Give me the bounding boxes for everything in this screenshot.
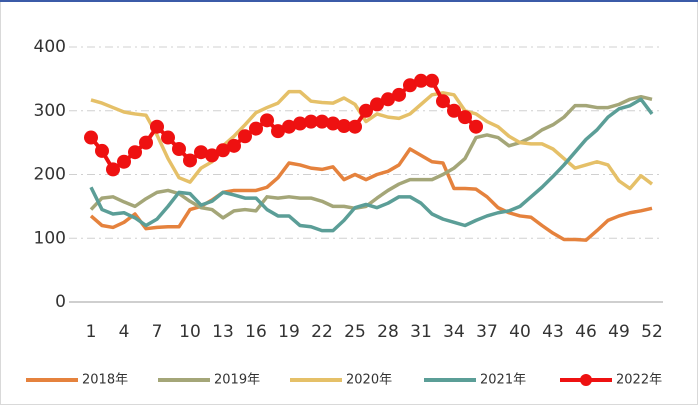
data-point	[84, 130, 98, 145]
data-point	[315, 114, 329, 129]
data-point	[139, 135, 153, 150]
x-tick-label: 7	[152, 322, 163, 342]
data-point	[381, 92, 395, 107]
x-tick-label: 46	[575, 322, 597, 342]
data-point	[172, 142, 186, 156]
x-tick-label: 31	[410, 322, 432, 342]
data-point	[238, 129, 252, 144]
data-point	[469, 119, 483, 134]
data-point	[403, 78, 417, 93]
data-point	[425, 73, 439, 88]
data-point	[370, 97, 384, 112]
data-point	[458, 110, 472, 125]
legend-marker	[580, 374, 592, 386]
x-tick-label: 13	[212, 322, 234, 342]
data-point	[337, 119, 351, 134]
data-point	[392, 87, 406, 102]
x-tick-label: 49	[608, 322, 630, 342]
data-point	[348, 119, 362, 134]
series-line	[90, 89, 654, 191]
data-point	[293, 116, 307, 131]
x-tick-label: 22	[311, 322, 333, 342]
x-tick-label: 52	[641, 322, 663, 342]
data-point	[150, 119, 164, 134]
data-point	[304, 114, 318, 129]
series-line	[89, 97, 654, 233]
x-tick-label: 37	[476, 322, 498, 342]
data-point	[271, 124, 285, 139]
data-point	[447, 103, 461, 118]
data-point	[326, 116, 340, 131]
data-point	[183, 153, 197, 168]
legend-label: 2020年	[346, 373, 392, 388]
data-point	[106, 162, 120, 177]
legend-label: 2018年	[82, 373, 128, 388]
x-tick-label: 1	[86, 322, 97, 342]
legend-label: 2021年	[480, 373, 526, 388]
y-tick-label: 200	[34, 165, 66, 185]
data-point	[216, 143, 230, 158]
data-point	[436, 94, 450, 109]
data-point	[161, 130, 175, 145]
series-line	[89, 94, 653, 220]
data-point	[414, 73, 428, 88]
x-tick-label: 16	[245, 322, 267, 342]
x-tick-label: 43	[542, 322, 564, 342]
y-tick-label: 400	[34, 37, 66, 57]
data-point	[282, 119, 296, 134]
data-point	[249, 121, 263, 136]
data-point	[128, 145, 142, 160]
x-tick-label: 34	[443, 322, 465, 342]
data-point	[95, 143, 109, 158]
y-tick-label: 100	[34, 228, 66, 248]
y-tick-label: 300	[34, 101, 66, 121]
data-point	[194, 145, 208, 160]
y-tick-label: 0	[55, 292, 66, 312]
data-point	[227, 138, 241, 153]
x-tick-label: 28	[377, 322, 399, 342]
data-point	[205, 148, 219, 163]
data-point	[359, 103, 373, 118]
x-tick-label: 25	[344, 322, 366, 342]
legend-label: 2022年	[616, 373, 662, 388]
x-tick-label: 10	[179, 322, 201, 342]
x-tick-label: 40	[509, 322, 531, 342]
data-point	[117, 154, 131, 169]
series-line	[89, 147, 653, 242]
x-tick-label: 19	[278, 322, 300, 342]
x-tick-label: 4	[119, 322, 130, 342]
legend-label: 2019年	[214, 373, 260, 388]
data-point	[260, 113, 274, 128]
